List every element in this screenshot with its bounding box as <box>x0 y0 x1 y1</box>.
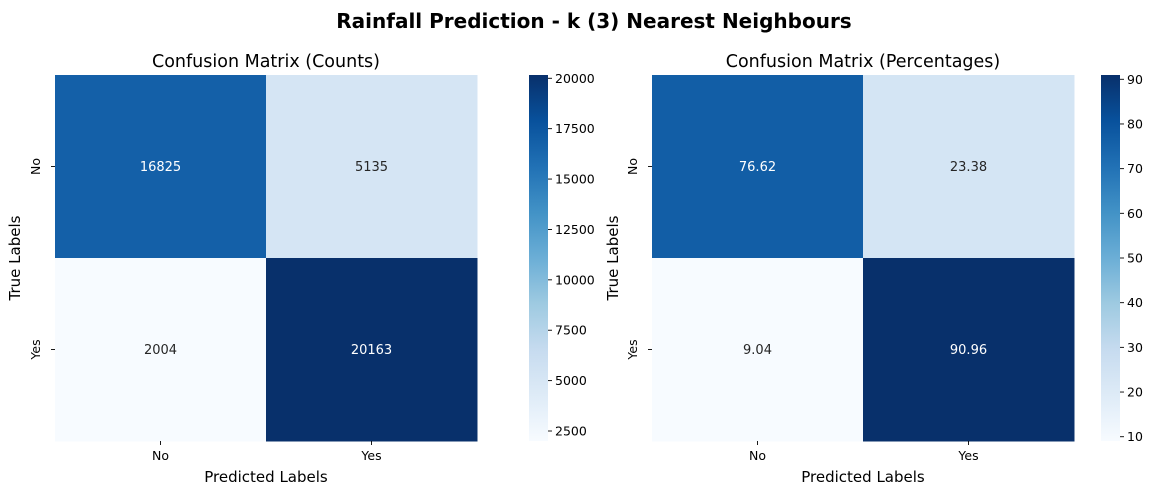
colorbar-tick-label: 30 <box>1127 340 1143 355</box>
colorbar-tick-label: 5000 <box>555 373 587 388</box>
heatmap-cell <box>652 258 864 442</box>
y-tick-label: No <box>625 158 640 175</box>
colorbar-tick-label: 15000 <box>555 172 595 187</box>
colorbar-tick-label: 90 <box>1127 72 1143 87</box>
cell-value-label: 2004 <box>144 343 177 358</box>
heatmap-cell <box>266 258 478 442</box>
colorbar-tick-label: 60 <box>1127 206 1143 221</box>
cell-value-label: 9.04 <box>743 343 772 358</box>
colorbar <box>529 75 548 441</box>
heatmap-cell <box>652 75 864 259</box>
colorbar-tick-label: 2500 <box>555 424 587 439</box>
colorbar-tick-label: 7500 <box>555 323 587 338</box>
heatmap-cell <box>55 75 267 259</box>
heatmap-counts: Confusion Matrix (Counts) 16825 5135 2004 20… <box>6 52 595 486</box>
y-axis-label: True Labels <box>604 215 622 301</box>
heatmap-title: Confusion Matrix (Counts) <box>152 52 380 72</box>
colorbar-tick-label: 10 <box>1127 429 1143 444</box>
heatmap-percentages: Confusion Matrix (Percentages) 76.62 23.38… <box>604 52 1143 486</box>
colorbar-tick-label: 80 <box>1127 116 1143 131</box>
y-tick-label: Yes <box>625 339 640 360</box>
heatmap-cell <box>266 75 478 259</box>
colorbar <box>1101 75 1120 441</box>
figure-suptitle: Rainfall Prediction - k (3) Nearest Neig… <box>336 9 851 33</box>
cell-value-label: 90.96 <box>950 343 987 358</box>
heatmap-cell <box>863 258 1075 442</box>
cell-value-label: 5135 <box>355 160 388 175</box>
heatmap-title: Confusion Matrix (Percentages) <box>726 52 1001 72</box>
colorbar-tick-label: 20000 <box>555 71 595 86</box>
x-tick-label: No <box>152 448 169 463</box>
y-tick-label: Yes <box>28 339 43 360</box>
colorbar-tick-label: 17500 <box>555 121 595 136</box>
x-axis-label: Predicted Labels <box>801 468 925 486</box>
colorbar-tick-label: 70 <box>1127 161 1143 176</box>
heatmap-cell <box>55 258 267 442</box>
cell-value-label: 76.62 <box>739 160 776 175</box>
colorbar-tick-label: 40 <box>1127 295 1143 310</box>
cell-value-label: 16825 <box>140 160 181 175</box>
colorbar-tick-label: 12500 <box>555 222 595 237</box>
x-axis-label: Predicted Labels <box>204 468 328 486</box>
colorbar-tick-label: 10000 <box>555 272 595 287</box>
x-tick-label: No <box>749 448 766 463</box>
y-tick-label: No <box>28 158 43 175</box>
x-tick-label: Yes <box>360 448 381 463</box>
y-axis-label: True Labels <box>6 215 24 301</box>
cell-value-label: 20163 <box>351 343 392 358</box>
x-tick-label: Yes <box>957 448 978 463</box>
heatmap-cell <box>863 75 1075 259</box>
colorbar-tick-label: 20 <box>1127 385 1143 400</box>
cell-value-label: 23.38 <box>950 160 987 175</box>
colorbar-tick-label: 50 <box>1127 251 1143 266</box>
